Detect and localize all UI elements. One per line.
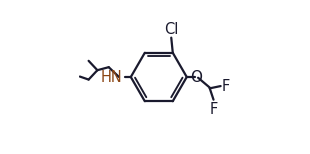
Text: F: F	[209, 102, 218, 117]
Text: F: F	[221, 79, 230, 94]
Text: HN: HN	[101, 69, 123, 85]
Text: O: O	[190, 69, 202, 85]
Text: Cl: Cl	[164, 22, 179, 37]
